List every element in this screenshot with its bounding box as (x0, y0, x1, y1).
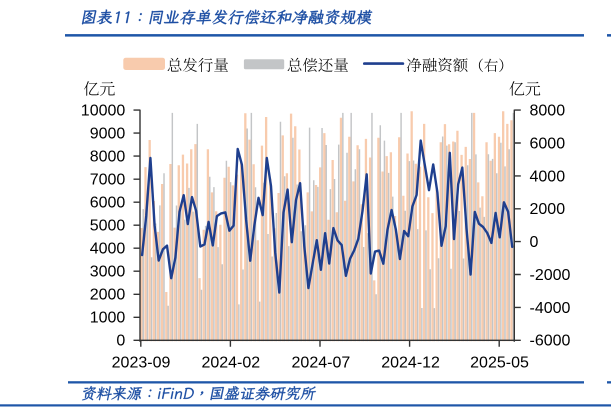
svg-text:2023-09: 2023-09 (112, 354, 171, 371)
svg-text:2000: 2000 (530, 201, 566, 218)
svg-text:2000: 2000 (90, 287, 126, 304)
svg-text:2024-12: 2024-12 (381, 354, 440, 371)
svg-text:0: 0 (116, 333, 125, 350)
svg-text:5000: 5000 (90, 218, 126, 235)
svg-text:-2000: -2000 (530, 267, 571, 284)
svg-text:9000: 9000 (90, 126, 126, 143)
svg-text:3000: 3000 (90, 264, 126, 281)
svg-text:8000: 8000 (530, 103, 566, 120)
svg-text:6000: 6000 (90, 195, 126, 212)
svg-text:4000: 4000 (90, 241, 126, 258)
svg-text:4000: 4000 (530, 168, 566, 185)
svg-text:7000: 7000 (90, 172, 126, 189)
svg-text:0: 0 (530, 234, 539, 251)
svg-text:2025-05: 2025-05 (470, 354, 529, 371)
svg-text:6000: 6000 (530, 135, 566, 152)
svg-text:2024-07: 2024-07 (292, 354, 351, 371)
svg-text:-6000: -6000 (530, 333, 571, 350)
svg-text:1000: 1000 (90, 310, 126, 327)
svg-text:8000: 8000 (90, 149, 126, 166)
svg-text:2024-02: 2024-02 (201, 354, 260, 371)
svg-text:-4000: -4000 (530, 300, 571, 317)
svg-text:10000: 10000 (81, 103, 126, 120)
